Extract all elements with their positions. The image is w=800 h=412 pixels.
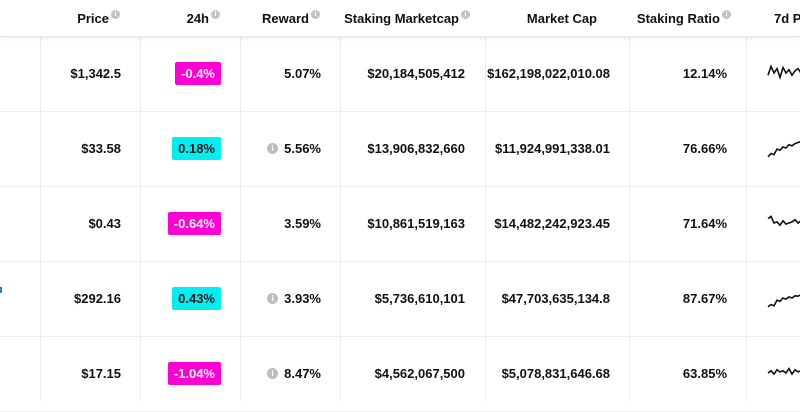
sparkline-path (767, 140, 800, 158)
row-indicator (0, 287, 2, 293)
staking-marketcap-cell: $13,906,832,660 (367, 141, 465, 156)
info-icon[interactable]: i (461, 9, 470, 19)
info-icon[interactable]: i (111, 9, 120, 19)
reward-cell: i 8.47% (240, 336, 321, 411)
sparkline-7d (767, 64, 800, 81)
price-cell: $292.16 (74, 291, 121, 306)
info-icon[interactable]: i (267, 368, 279, 379)
staking-ratio-cell: 71.64% (682, 216, 727, 231)
market-cap-cell: $11,924,991,338.01 (495, 141, 610, 156)
price-cell: $1,342.5 (70, 66, 121, 81)
reward-cell: 3.59% (284, 216, 321, 231)
market-cap-cell: $47,703,635,134.8 (501, 291, 610, 306)
market-cap-cell: $14,482,242,923.45 (494, 216, 610, 231)
column-divider (240, 0, 241, 401)
market-cap-cell: $162,198,022,010.08 (487, 66, 610, 81)
reward-cell: 5.07% (284, 66, 321, 81)
column-header-staking-marketcap[interactable]: Staking Marketcap i (340, 0, 470, 36)
info-icon[interactable]: i (311, 9, 320, 19)
staking-ratio-cell: 87.67% (682, 291, 727, 306)
staking-marketcap-cell: $20,184,505,412 (367, 66, 465, 81)
table-row[interactable]: $33.58 0.18% i 5.56% $13,906,832,660 $11… (0, 111, 800, 187)
sparkline-path (767, 215, 800, 227)
sparkline-path (767, 64, 800, 81)
column-header-staking-ratio[interactable]: Staking Ratio i (629, 0, 731, 36)
staking-ratio-cell: 63.85% (682, 366, 727, 381)
staking-marketcap-cell: $10,861,519,163 (367, 216, 465, 231)
table-row[interactable]: $1,342.5 -0.4% 5.07% $20,184,505,412 $16… (0, 36, 800, 112)
change-24h-cell: 0.18% (140, 111, 221, 186)
table-row[interactable]: $292.16 0.43% i 3.93% $5,736,610,101 $47… (0, 261, 800, 337)
market-cap-cell: $5,078,831,646.68 (501, 366, 610, 381)
change-badge: -1.04% (167, 362, 221, 385)
table-header: Price i 24h i Reward i Staking Marketcap i M… (0, 0, 800, 37)
change-badge: 0.43% (172, 287, 221, 310)
price-cell: $33.58 (81, 141, 121, 156)
reward-cell: i 3.93% (240, 261, 321, 336)
column-divider (140, 0, 141, 401)
change-24h-cell: 0.43% (140, 261, 221, 336)
staking-ratio-cell: 76.66% (682, 141, 727, 156)
change-badge: -0.4% (175, 62, 221, 85)
reward-cell: i 5.56% (240, 111, 321, 186)
column-header-reward[interactable]: Reward i (240, 0, 320, 36)
sparkline-7d (767, 367, 800, 376)
info-icon[interactable]: i (211, 9, 220, 19)
change-24h-cell: -0.4% (140, 36, 221, 111)
change-24h-cell: -0.64% (140, 186, 221, 261)
price-cell: $0.43 (88, 216, 121, 231)
staking-marketcap-cell: $5,736,610,101 (374, 291, 465, 306)
change-badge: 0.18% (172, 137, 221, 160)
info-icon[interactable]: i (722, 9, 731, 19)
column-divider (40, 0, 41, 401)
sparkline-7d (767, 140, 800, 158)
change-24h-cell: -1.04% (140, 336, 221, 411)
staking-ratio-cell: 12.14% (682, 66, 727, 81)
info-icon[interactable]: i (267, 293, 279, 304)
column-divider (485, 0, 486, 401)
column-header-price[interactable]: Price i (40, 0, 120, 36)
price-cell: $17.15 (81, 366, 121, 381)
column-header-24h[interactable]: 24h i (140, 0, 220, 36)
info-icon[interactable]: i (267, 143, 279, 154)
column-header-market-cap[interactable]: Market Cap (526, 10, 597, 26)
sparkline-path (767, 294, 800, 308)
sparkline-7d (767, 215, 800, 227)
staking-marketcap-cell: $4,562,067,500 (374, 366, 465, 381)
column-header-7d-price[interactable]: 7d P (774, 10, 800, 26)
column-divider (629, 0, 630, 401)
change-badge: -0.64% (167, 212, 221, 235)
column-divider (340, 0, 341, 401)
table-row[interactable]: $17.15 -1.04% i 8.47% $4,562,067,500 $5,… (0, 336, 800, 412)
column-divider (746, 0, 747, 401)
sparkline-path (767, 367, 800, 376)
sparkline-7d (767, 294, 800, 308)
table-row[interactable]: $0.43 -0.64% 3.59% $10,861,519,163 $14,4… (0, 186, 800, 262)
